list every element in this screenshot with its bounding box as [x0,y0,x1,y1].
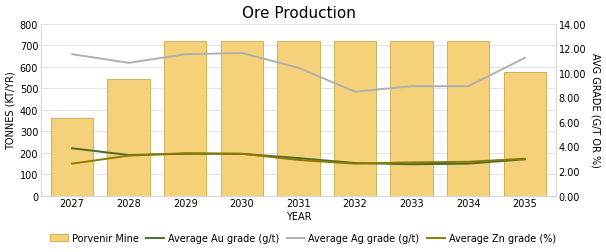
Legend: Porvenir Mine, Average Au grade (g/t), Average Ag grade (g/t), Average Zn grade : Porvenir Mine, Average Au grade (g/t), A… [47,230,559,247]
X-axis label: YEAR: YEAR [285,211,311,221]
Bar [447,42,490,196]
Bar [107,80,150,196]
Bar [334,42,376,196]
Bar [277,42,319,196]
Bar [164,42,207,196]
Title: Ore Production: Ore Production [242,6,355,20]
Bar [390,42,433,196]
Bar [51,119,93,196]
Bar [221,42,263,196]
Y-axis label: AVG GRADE (G/T OR %): AVG GRADE (G/T OR %) [590,53,601,167]
Bar [504,73,546,196]
Y-axis label: TONNES (KT/YR): TONNES (KT/YR) [5,71,16,149]
